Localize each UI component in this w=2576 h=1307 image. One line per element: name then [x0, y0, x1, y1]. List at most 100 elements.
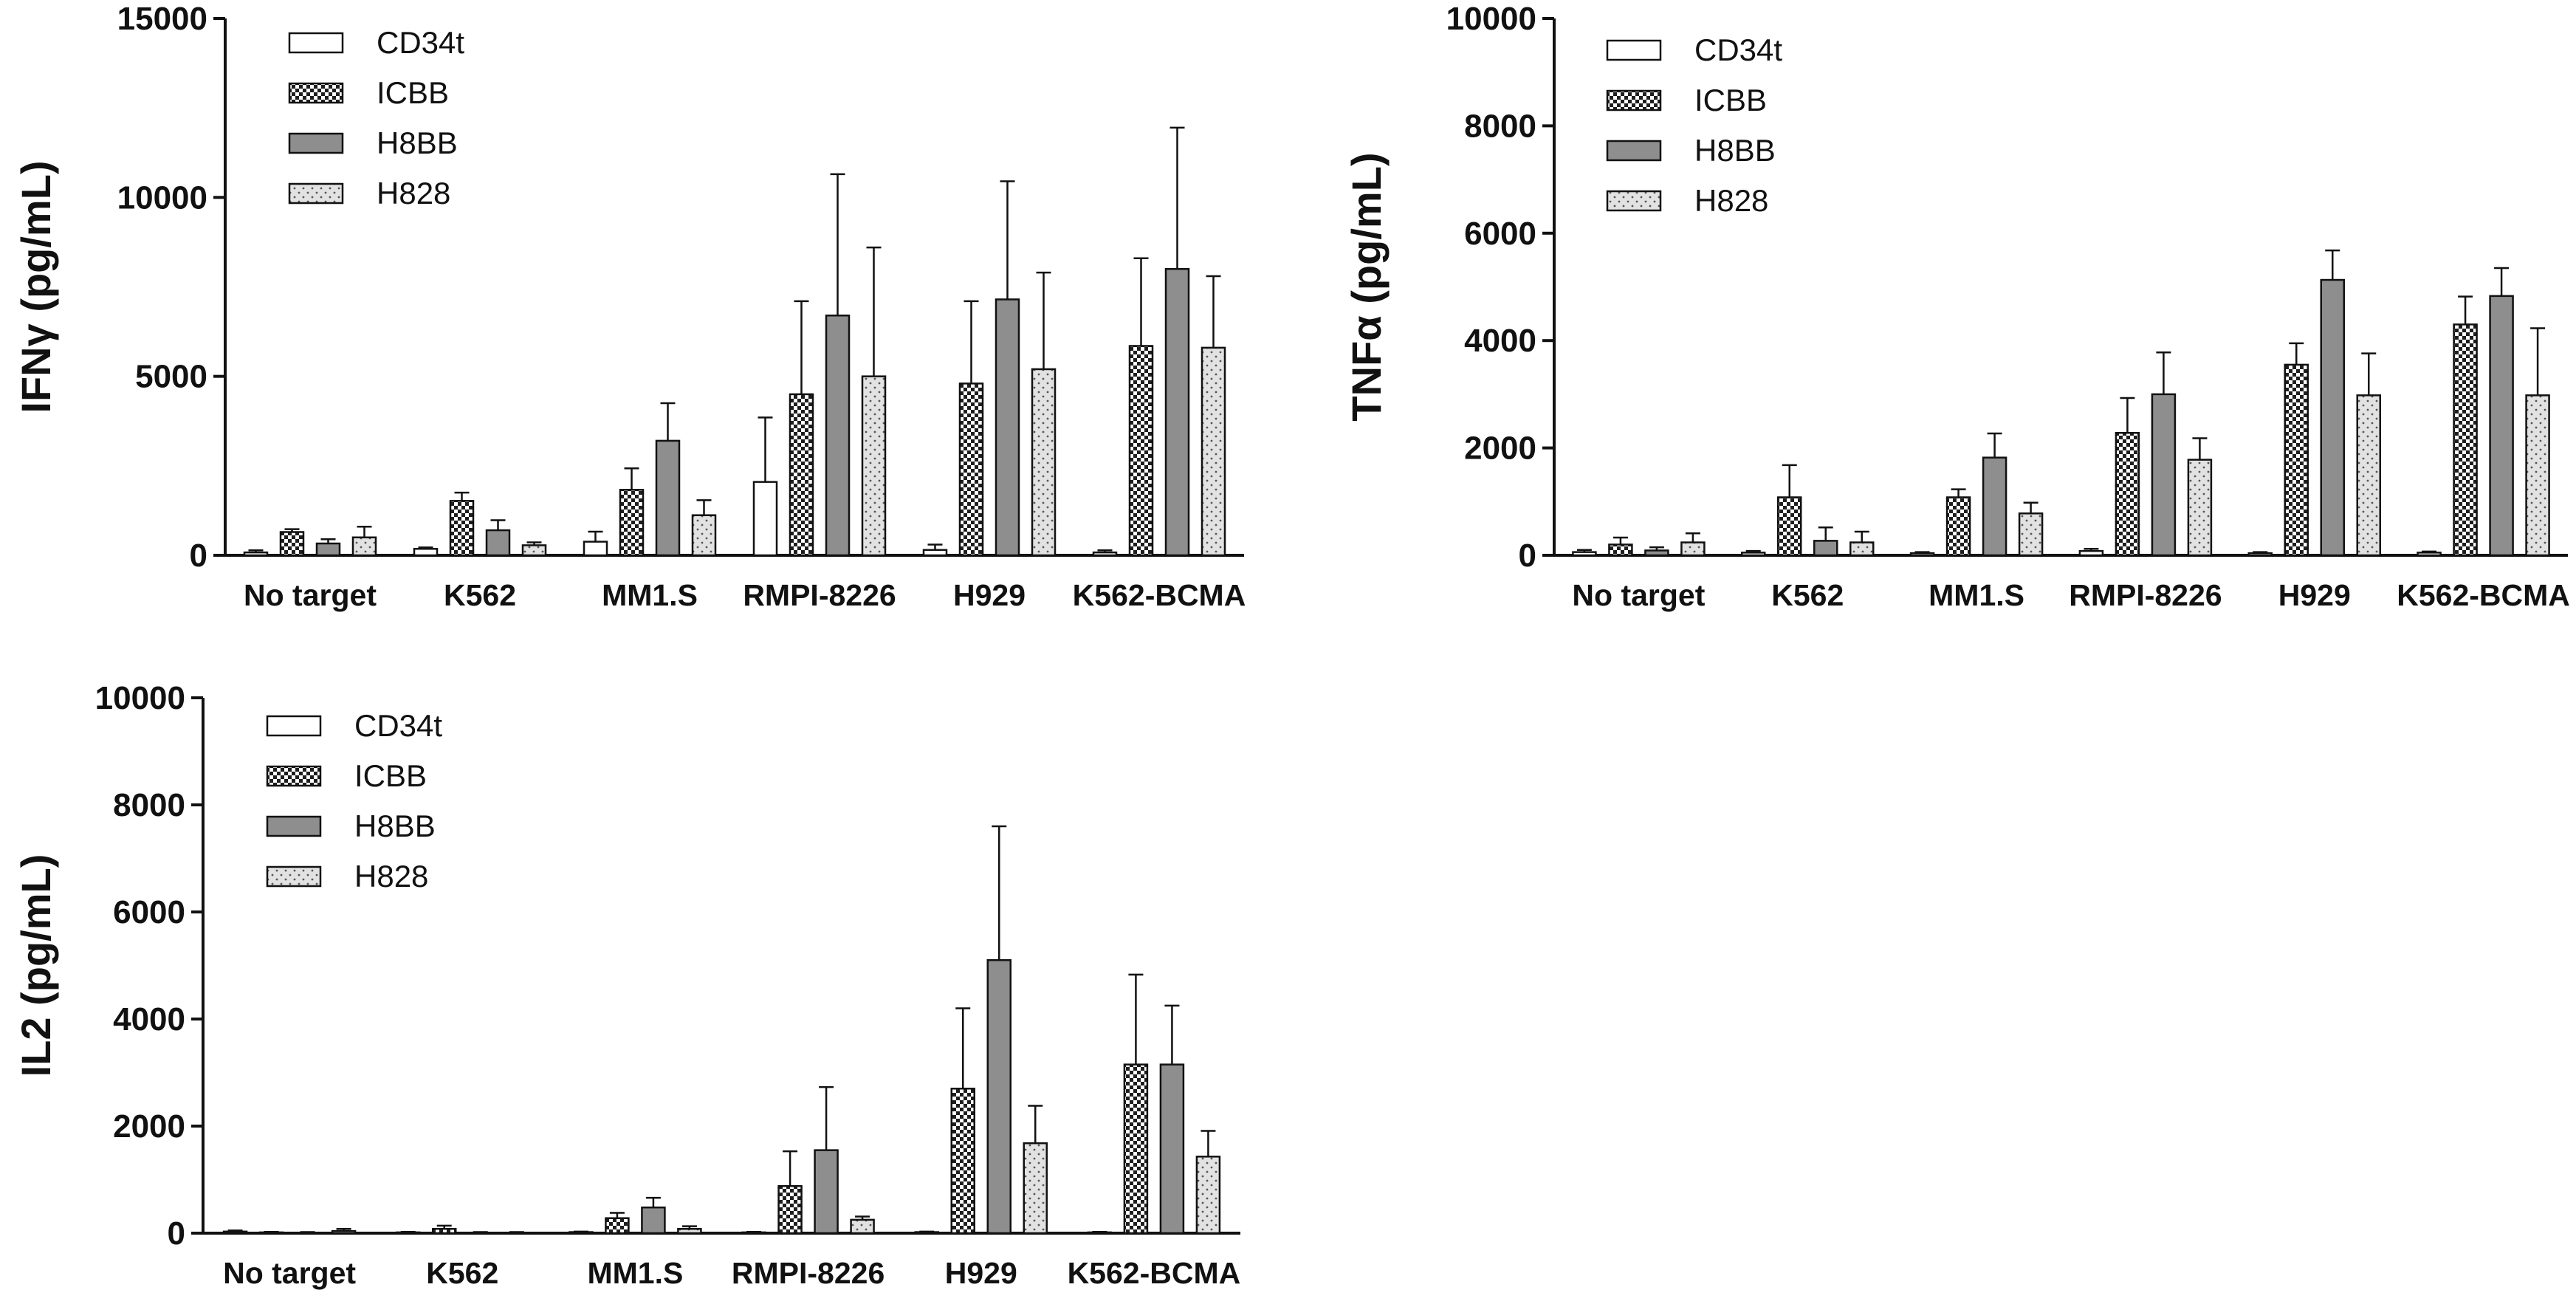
x-tick-label: H929 [2278, 578, 2351, 612]
bar [605, 1217, 630, 1235]
x-tick-label: No target [244, 578, 377, 612]
x-tick-label: H929 [953, 578, 1026, 612]
bar [958, 383, 984, 557]
legend-swatch [266, 765, 322, 787]
x-tick-label: MM1.S [1928, 578, 2024, 612]
bar [677, 1227, 702, 1235]
y-tick-label: 2000 [1464, 430, 1536, 467]
bar [2247, 552, 2273, 557]
bar [449, 500, 475, 557]
legend-label: CD34t [354, 708, 442, 743]
y-tick-label: 10000 [117, 179, 207, 216]
bar [1608, 543, 1633, 557]
y-tick-label: 4000 [1464, 323, 1536, 359]
bar [789, 393, 814, 557]
bar [1092, 551, 1118, 557]
y-tick-label: 8000 [1464, 108, 1536, 144]
bar [2187, 459, 2213, 557]
bar [1644, 549, 1669, 557]
legend-label: ICBB [377, 75, 449, 110]
y-tick-label: 5000 [135, 359, 207, 395]
bar [814, 1149, 839, 1235]
bar [950, 1088, 975, 1235]
x-tick-label: K562-BCMA [2397, 578, 2570, 612]
y-tick-label: 6000 [113, 894, 185, 930]
bar [279, 531, 305, 557]
legend-label: CD34t [1694, 32, 1782, 67]
legend-swatch [288, 132, 344, 154]
bar [2525, 394, 2550, 557]
x-tick-label: RMPI-8226 [743, 578, 896, 612]
bar [2151, 393, 2177, 557]
bar [1164, 268, 1190, 557]
bar [850, 1218, 875, 1235]
x-tick-label: RMPI-8226 [732, 1256, 885, 1290]
y-tick-label: 0 [1519, 538, 1536, 574]
bar [432, 1227, 457, 1235]
legend-label: H8BB [1694, 133, 1776, 168]
x-tick-label: No target [1572, 578, 1705, 612]
x-tick-label: MM1.S [587, 1256, 683, 1290]
legend-swatch [266, 865, 322, 888]
bar [583, 541, 608, 557]
bar [1741, 552, 1766, 557]
bar [1195, 1156, 1221, 1235]
bar [777, 1184, 803, 1235]
y-tick-label: 0 [190, 538, 207, 574]
ifng-chart: 0 5000 10000 15000 IFNγ (pg/mL) No target K562… [13, 1, 1246, 612]
bar [1031, 368, 1057, 557]
bar [1159, 1063, 1185, 1235]
bar [1123, 1063, 1149, 1235]
bar [619, 489, 645, 557]
bar [485, 529, 511, 557]
y-tick-label: 0 [168, 1215, 185, 1252]
y-tick-label: 15000 [117, 1, 207, 37]
bar [331, 1229, 357, 1235]
bar [521, 544, 547, 557]
y-axis-label: TNFα (pg/mL) [1343, 152, 1390, 421]
bar [1813, 540, 1838, 557]
y-tick-label: 10000 [95, 680, 185, 716]
x-tick-label: K562-BCMA [1073, 578, 1246, 612]
bar [315, 542, 341, 557]
x-tick-label: RMPI-8226 [2069, 578, 2222, 612]
x-tick-label: No target [223, 1256, 356, 1290]
y-tick-label: 10000 [1446, 1, 1536, 37]
legend-label: H828 [1694, 183, 1768, 218]
bar [2356, 394, 2381, 557]
y-axis-label: IFNγ (pg/mL) [13, 160, 59, 413]
y-tick-label: 4000 [113, 1001, 185, 1037]
y-tick-label: 2000 [113, 1108, 185, 1145]
bar [2115, 431, 2140, 557]
bar [2453, 323, 2478, 557]
bar [413, 548, 439, 557]
bar [1909, 552, 1935, 557]
legend-label: ICBB [1694, 83, 1767, 117]
legend-swatch [266, 815, 322, 837]
bar [986, 959, 1011, 1235]
bar [2284, 363, 2309, 557]
tnfa-chart: 0 2000 4000 6000 8000 10000 TNFα (pg/mL) No tar… [1343, 1, 2570, 612]
legend-swatch [288, 182, 344, 205]
il2-chart: 0 2000 4000 6000 8000 10000 IL2 (pg/mL) No targ… [13, 680, 1240, 1290]
bar [2320, 278, 2345, 557]
bar [922, 549, 948, 557]
legend-swatch [288, 82, 344, 104]
x-tick-label: K562-BCMA [1068, 1256, 1241, 1290]
legend-label: H8BB [354, 809, 436, 843]
bar [2489, 295, 2514, 557]
bar [825, 315, 851, 557]
bar [691, 514, 717, 557]
legend-swatch [1606, 39, 1662, 61]
legend-label: H828 [377, 176, 450, 210]
bar [1680, 541, 1706, 557]
legend-label: ICBB [354, 758, 427, 793]
bar [1201, 346, 1226, 557]
bar [861, 375, 887, 557]
legend-swatch [1606, 190, 1662, 212]
bar [2078, 549, 2104, 557]
y-axis-label: IL2 (pg/mL) [13, 854, 59, 1077]
legend-swatch [266, 715, 322, 737]
bar [641, 1206, 666, 1235]
